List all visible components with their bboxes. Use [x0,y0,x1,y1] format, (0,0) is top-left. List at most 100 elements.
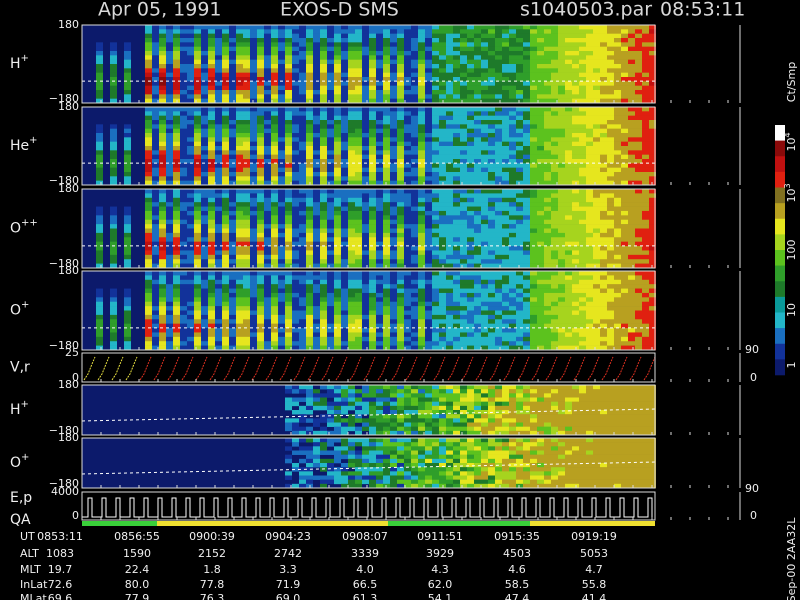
spectrogram-cell [180,55,187,60]
spectrogram-cell [579,133,586,138]
spectrogram-cell [201,292,208,298]
spectrogram-cell [201,77,208,82]
spectrogram-cell [264,189,271,194]
spectrogram-cell [180,51,187,56]
spectrogram-cell [348,246,355,251]
spectrogram-cell [96,176,103,181]
spectrogram-cell [614,64,621,69]
spectrogram-cell [411,250,418,256]
spectrogram-cell [551,237,558,242]
spectrogram-cell [299,237,306,242]
spectrogram-cell [250,68,257,73]
spectrogram-cell [306,279,313,285]
spectrogram-cell [327,314,334,320]
spectrogram-cell [383,259,390,264]
spectrogram-cell [432,189,439,194]
spectrogram-cell [215,29,222,34]
spectrogram-cell [96,254,103,260]
spectrogram-cell [474,77,481,82]
spectrogram-cell [180,301,187,307]
spectrogram-cell [320,98,327,104]
spectrogram-cell [418,42,425,47]
spectrogram-cell [152,25,159,30]
spectrogram-cell [446,64,453,69]
spectrogram-cell [369,167,376,173]
spectrogram-cell [201,167,208,173]
spectrogram-cell [243,59,250,65]
spectrogram-cell [404,328,411,333]
spectrogram-cell [488,154,495,160]
spectrogram-cell [369,319,376,324]
spectrogram-cell [369,202,376,207]
spectrogram-cell [327,120,334,125]
spectrogram-cell [523,42,530,47]
spectrogram-cell [509,241,516,247]
spectrogram-cell [502,38,509,43]
spectrogram-cell [215,59,222,65]
spectrogram-cell [348,163,355,168]
spectrogram-cell [243,279,250,285]
spectrogram-cell [397,38,404,43]
spectrogram-cell [355,59,362,65]
spectrogram-cell [558,55,565,60]
spectrogram-cell [509,159,516,164]
spectrogram-cell [166,250,173,256]
spectrogram-cell [628,189,635,194]
spectrogram-cell [432,29,439,34]
spectrogram-cell [453,193,460,199]
spectrogram-cell [418,301,425,307]
spectrogram-cell [488,146,495,151]
spectrogram-cell [607,137,614,142]
spectrogram-cell [362,250,369,256]
spectrogram-cell [614,25,621,30]
spectrogram-cell [530,46,537,52]
spectrogram-cell [607,176,614,181]
spectrogram-cell [411,328,418,333]
spectrogram-cell [488,228,495,234]
spectrogram-cell [236,94,243,99]
spectrogram-cell [236,297,243,303]
spectrogram-cell [152,64,159,69]
spectrogram-cell [180,250,187,256]
spectrogram-cell [187,172,194,177]
spectrogram-cell [292,202,299,207]
spectrogram-cell [327,341,334,346]
spectrogram-cell [523,167,530,173]
spectrogram-cell [96,68,103,73]
spectrogram-cell [173,159,180,164]
spectrogram-cell [194,42,201,47]
spectrogram-cell [222,284,229,289]
spectrogram-cell [369,224,376,229]
spectrogram-cell [404,259,411,264]
spectrogram-cell [250,150,257,155]
spectrogram-cell [313,133,320,138]
spectrogram-cell [502,85,509,91]
spectrogram-cell [306,128,313,134]
spectrogram-cell [250,215,257,221]
spectrogram-cell [628,25,635,30]
spectrogram-cell [292,154,299,160]
spectrogram-cell [621,77,628,82]
spectrogram-cell [495,224,502,229]
spectrogram-cell [607,141,614,147]
spectrogram-cell [187,189,194,194]
spectrogram-cell [544,46,551,52]
spectrogram-cell [579,210,586,216]
spectrogram-cell [348,94,355,99]
spectrogram-cell [201,306,208,311]
spectrogram-cell [208,33,215,39]
spectrogram-cell [355,271,362,276]
spectrogram-cell [642,85,649,91]
spectrogram-cell [250,159,257,164]
spectrogram-cell [369,310,376,316]
spectrogram-cell [411,310,418,316]
spectrogram-cell [173,241,180,247]
spectrogram-cell [481,259,488,264]
spectrogram-cell [208,310,215,316]
spectrogram-cell [474,254,481,260]
spectrogram-cell [341,197,348,203]
spectrogram-cell [390,176,397,181]
spectrogram-cell [306,29,313,34]
spectrogram-cell [481,72,488,78]
spectrogram-cell [467,215,474,221]
